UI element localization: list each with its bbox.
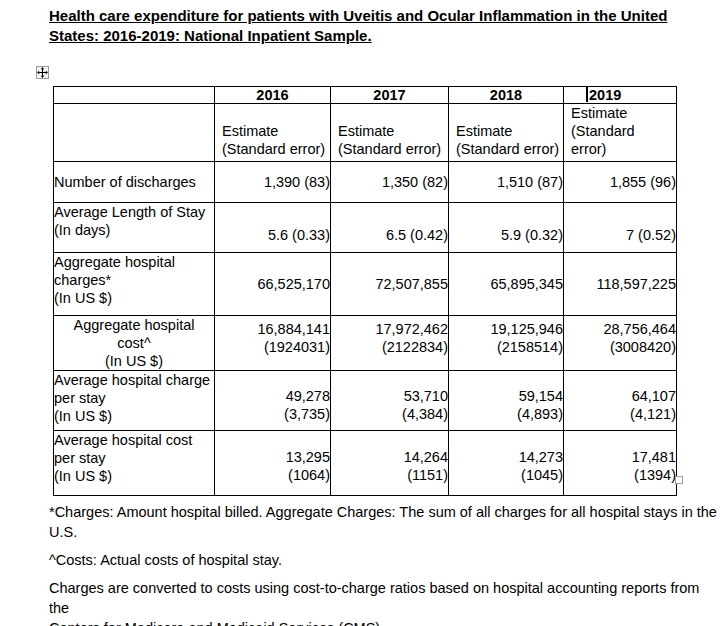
footnote-charges-definition: *Charges: Amount hospital billed. Aggreg… [49, 502, 721, 542]
table-resize-handle[interactable] [675, 476, 683, 484]
year-header-2019: 2019 [564, 87, 677, 104]
cell-value: 49,278 (3,735) [215, 371, 331, 431]
cell-value: 19,125,946 (2158514) [449, 316, 564, 371]
subheader-2019: Estimate (Standard error) [564, 104, 677, 162]
document-page: Health care expenditure for patients wit… [0, 0, 722, 626]
corner-cell [54, 87, 215, 104]
cell-value: 16,884,141 (1924031) [215, 316, 331, 371]
footnotes-section: *Charges: Amount hospital billed. Aggreg… [49, 502, 721, 626]
document-title: Health care expenditure for patients wit… [49, 6, 699, 45]
row-label: Average Length of Stay (In days) [54, 203, 215, 253]
table-row-length-of-stay: Average Length of Stay (In days) 5.6 (0.… [54, 203, 677, 253]
subheader-2018: Estimate (Standard error) [449, 104, 564, 162]
cell-value: 17,972,462 (2122834) [331, 316, 449, 371]
row-label: Number of discharges [54, 162, 215, 203]
footnote-costs-definition: ^Costs: Actual costs of hospital stay. [49, 550, 721, 570]
expenditure-table: 2016 2017 2018 2019 Estimate (Standard e… [53, 86, 677, 496]
footnote-cms-conversion: Charges are converted to costs using cos… [49, 578, 721, 626]
row-label: Aggregate hospital cost^ (In US $) [54, 316, 215, 371]
cell-value: 14,273 (1045) [449, 431, 564, 496]
cell-value: 6.5 (0.42) [331, 203, 449, 253]
subheader-2016: Estimate (Standard error) [215, 104, 331, 162]
cell-value: 118,597,225 [564, 253, 677, 316]
cell-value: 5.6 (0.33) [215, 203, 331, 253]
cell-value: 5.9 (0.32) [449, 203, 564, 253]
subheader-row: Estimate (Standard error) Estimate (Stan… [54, 104, 677, 162]
row-label: Aggregate hospital charges* (In US $) [54, 253, 215, 316]
table-move-handle[interactable] [36, 66, 49, 79]
cell-value: 17,481 (1394) [564, 431, 677, 496]
cell-value: 1,855 (96) [564, 162, 677, 203]
cell-value: 65,895,345 [449, 253, 564, 316]
cell-value: 1,390 (83) [215, 162, 331, 203]
cell-value: 66,525,170 [215, 253, 331, 316]
table-row-aggregate-cost: Aggregate hospital cost^ (In US $) 16,88… [54, 316, 677, 371]
cell-value: 64,107 (4,121) [564, 371, 677, 431]
cell-value: 1,350 (82) [331, 162, 449, 203]
cell-value: 1,510 (87) [449, 162, 564, 203]
cell-value: 28,756,464 (3008420) [564, 316, 677, 371]
cell-value: 13,295 (1064) [215, 431, 331, 496]
empty-cell [54, 104, 215, 162]
year-header-2017: 2017 [331, 87, 449, 104]
table-row-average-charge: Average hospital charge per stay (In US … [54, 371, 677, 431]
text-cursor-caret [586, 87, 588, 102]
cell-value: 14,264 (1151) [331, 431, 449, 496]
subheader-2017: Estimate (Standard error) [331, 104, 449, 162]
row-label: Average hospital cost per stay (In US $) [54, 431, 215, 496]
table-row-average-cost: Average hospital cost per stay (In US $)… [54, 431, 677, 496]
table-row-aggregate-charges: Aggregate hospital charges* (In US $) 66… [54, 253, 677, 316]
cell-value: 72,507,855 [331, 253, 449, 316]
row-label: Average hospital charge per stay (In US … [54, 371, 215, 431]
cell-value: 7 (0.52) [564, 203, 677, 253]
table-row-discharges: Number of discharges 1,390 (83) 1,350 (8… [54, 162, 677, 203]
year-header-2018: 2018 [449, 87, 564, 104]
cell-value: 59,154 (4,893) [449, 371, 564, 431]
year-header-row: 2016 2017 2018 2019 [54, 87, 677, 104]
four-way-arrow-icon [37, 67, 48, 78]
cell-value: 53,710 (4,384) [331, 371, 449, 431]
year-header-2016: 2016 [215, 87, 331, 104]
